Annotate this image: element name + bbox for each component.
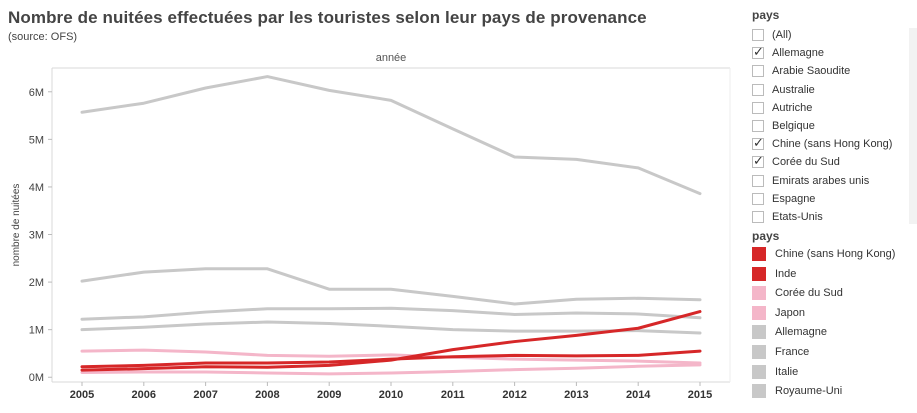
legend-item-label: Chine (sans Hong Kong) [775,248,896,260]
series-line [80,363,702,376]
filter-item-label: Etats-Unis [772,211,823,223]
series-line [80,310,702,372]
y-tick-label: 5M [29,134,44,146]
x-tick-label: 2009 [317,389,341,401]
x-tick-label: 2010 [379,389,403,401]
series-line [80,320,702,335]
filter-title: pays [752,8,780,22]
x-tick-label: 2005 [70,389,94,401]
line-chart: année 0M 1M 2M 3M 4M 5M 6M nombre de nuitées 2005… [11,52,731,401]
chart-subtitle: (source: OFS) [8,31,78,43]
checkbox[interactable] [752,29,764,41]
legend-swatch [752,266,766,281]
filter-item-label: Corée du Sud [772,156,840,169]
x-tick-label: 2015 [688,389,712,401]
checkbox[interactable] [752,174,764,187]
legend-item-label: Corée du Sud [775,287,843,300]
filter-item[interactable]: Belgique [752,117,815,135]
checkbox[interactable] [752,192,764,205]
x-tick-label: 2014 [626,389,651,401]
y-tick-label: 0M [29,372,44,384]
series-line [80,306,702,321]
y-tick-label: 3M [29,230,44,242]
checkbox-checked[interactable] [752,135,764,151]
legend-title: pays [752,229,780,243]
x-tick-label: 2011 [441,389,465,401]
x-tick-label: 2008 [255,389,279,401]
checkbox[interactable] [752,83,764,96]
legend-item-label: France [775,346,810,358]
legend-item[interactable]: Corée du Sud [752,284,843,302]
legend-swatch [752,325,766,340]
filter-item[interactable]: Allemagne [752,44,824,62]
filter-item[interactable]: Arabie Saoudite [752,62,850,80]
legend-swatch [752,305,766,320]
legend-item-label: Japon [775,306,805,319]
legend-item[interactable]: Allemagne [752,323,827,341]
legend-item[interactable]: Japon [752,304,805,322]
legend-swatch [752,345,766,359]
series-line [80,267,702,306]
filter-item-label: Autriche [772,101,813,114]
filter-item[interactable]: Emirats arabes unis [752,172,869,190]
filter-item-label: Allemagne [772,47,824,60]
checkbox[interactable] [752,211,764,223]
legend-swatch [752,364,766,379]
x-tick-label: 2012 [502,389,526,401]
legend-item[interactable]: Chine (sans Hong Kong) [752,245,895,263]
legend-item-label: Italie [775,365,799,378]
x-tick-label: 2013 [564,389,588,401]
y-tick-label: 2M [29,277,44,289]
legend-item-label: Allemagne [775,326,827,339]
filter-item-label: Chine (sans Hong Kong) [772,138,893,151]
legend-swatch [752,286,766,301]
filter-item[interactable]: Australie [752,81,815,99]
legend-swatch [752,247,766,261]
y-tick-label: 4M [29,182,44,194]
filter-item[interactable]: Corée du Sud [752,153,840,171]
legend-item-label: Inde [775,267,797,280]
series-line [80,348,702,365]
legend-swatch [752,384,766,399]
chart-title: Nombre de nuitées effectuées par les tou… [8,8,647,27]
legend-item[interactable]: France [752,343,809,361]
y-tick-label: 1M [29,325,44,337]
x-tick-label: 2007 [193,389,217,401]
checkbox[interactable] [752,65,764,78]
filter-item[interactable]: (All) [752,26,792,44]
series-line [80,75,702,196]
top-axis-label: année [376,52,407,64]
checkbox-checked[interactable] [752,153,764,169]
checkbox[interactable] [752,101,764,114]
y-axis-label: nombre de nuitées [11,184,22,267]
filter-item[interactable]: Espagne [752,190,815,208]
filter-item-label: Arabie Saoudite [772,65,851,78]
filter-item[interactable]: Chine (sans Hong Kong) [752,135,892,153]
filter-item[interactable]: Autriche [752,99,812,117]
filter-item-label: (All) [772,29,792,41]
filter-item-label: Australie [772,83,815,96]
filter-item-label: Belgique [772,120,815,132]
x-tick-label: 2006 [132,389,156,401]
legend-item-label: Royaume-Uni [775,385,843,398]
filter-item-label: Espagne [772,192,816,205]
legend-item[interactable]: Italie [752,363,798,381]
legend-item[interactable]: Inde [752,265,796,283]
checkbox[interactable] [752,120,764,132]
filter-item-label: Emirats arabes unis [772,174,870,187]
y-tick-label: 6M [29,87,44,99]
filter-item[interactable]: Etats-Unis [752,208,823,226]
legend-item[interactable]: Royaume-Uni [752,382,842,400]
filter-scrollbar[interactable] [909,28,917,224]
checkbox-checked[interactable] [752,44,764,60]
